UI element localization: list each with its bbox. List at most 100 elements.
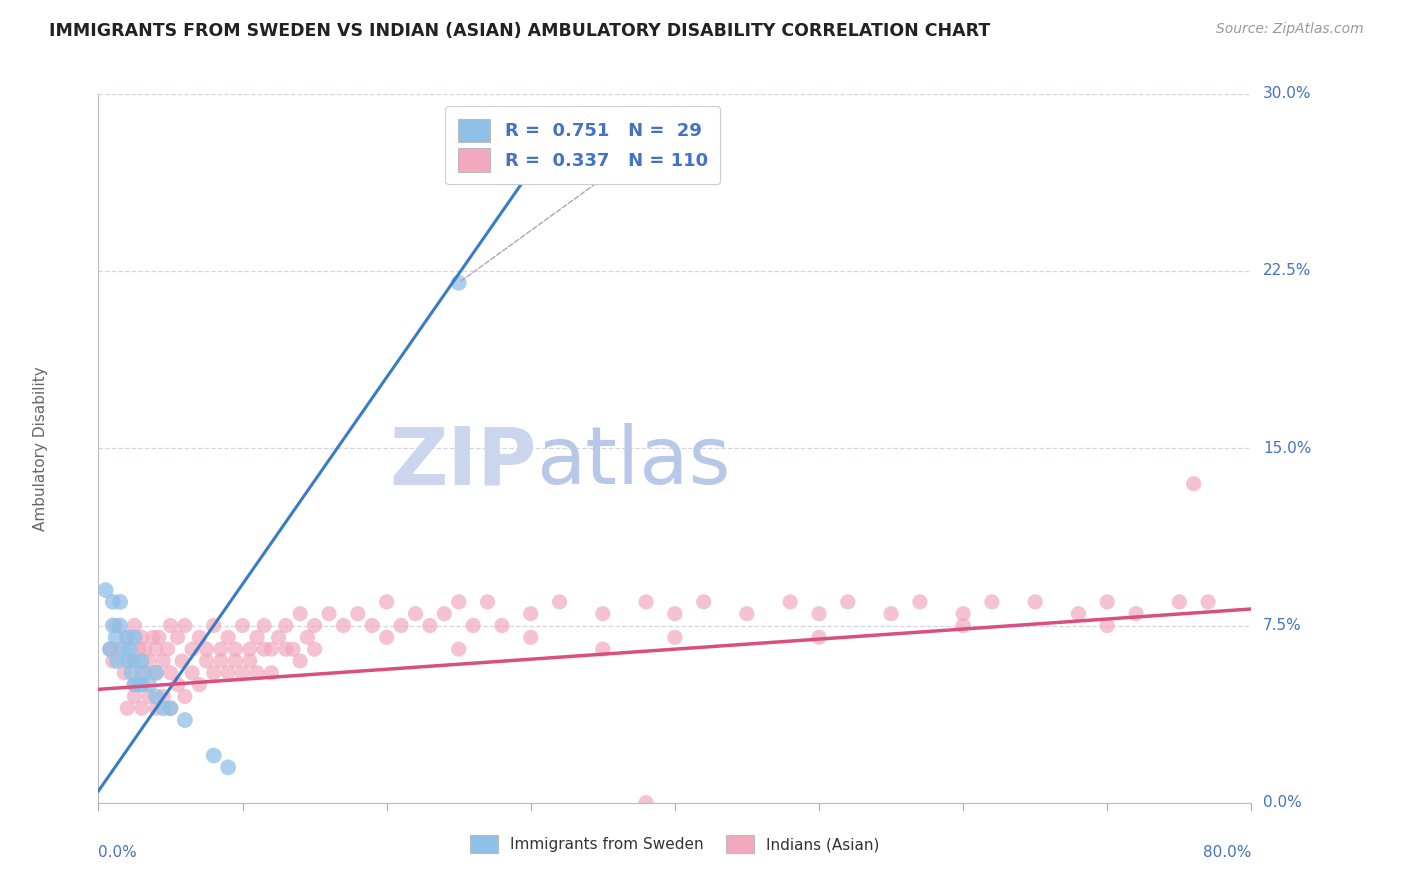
Point (1097, 595, 1119, 609)
Point (267, 630, 290, 644)
Point (152, 690, 174, 704)
Point (131, 678, 153, 692)
Point (195, 654, 218, 668)
Point (202, 618, 225, 632)
Point (290, 607, 312, 621)
Point (121, 665, 143, 680)
Text: IMMIGRANTS FROM SWEDEN VS INDIAN (ASIAN) AMBULATORY DISABILITY CORRELATION CHART: IMMIGRANTS FROM SWEDEN VS INDIAN (ASIAN)… (49, 22, 990, 40)
Point (202, 748, 225, 763)
Point (281, 642, 304, 657)
Text: 15.0%: 15.0% (1263, 441, 1312, 456)
Point (105, 654, 128, 668)
Point (231, 618, 254, 632)
Point (361, 618, 384, 632)
Point (419, 618, 441, 632)
Point (134, 642, 156, 657)
Point (253, 618, 276, 632)
Point (477, 595, 499, 609)
Point (636, 595, 658, 609)
Text: 80.0%: 80.0% (1204, 846, 1251, 861)
Point (209, 654, 232, 668)
Point (152, 701, 174, 715)
Point (260, 642, 283, 657)
Point (217, 665, 239, 680)
Text: 7.5%: 7.5% (1263, 618, 1302, 633)
Point (461, 618, 484, 632)
Point (908, 595, 931, 609)
Point (145, 701, 167, 715)
Point (1182, 476, 1205, 491)
Point (145, 665, 167, 680)
Point (159, 618, 181, 632)
Point (124, 690, 146, 704)
Point (170, 654, 193, 668)
Point (375, 595, 398, 609)
Point (592, 642, 614, 657)
Point (112, 665, 135, 680)
Point (101, 618, 124, 632)
Point (134, 665, 156, 680)
Point (101, 654, 124, 668)
Point (145, 665, 167, 680)
Point (260, 665, 283, 680)
Text: 30.0%: 30.0% (1263, 87, 1312, 101)
Point (138, 690, 160, 704)
Point (318, 607, 340, 621)
Point (1197, 595, 1219, 609)
Point (880, 607, 903, 621)
Point (117, 630, 139, 644)
Point (117, 701, 139, 715)
Text: 22.5%: 22.5% (1263, 263, 1312, 278)
Point (952, 607, 974, 621)
Point (1097, 618, 1119, 632)
Point (231, 665, 254, 680)
Point (188, 678, 211, 692)
Point (159, 701, 181, 715)
Point (239, 654, 262, 668)
Point (124, 654, 146, 668)
Point (209, 642, 232, 657)
Point (128, 642, 150, 657)
Point (131, 701, 153, 715)
Point (246, 630, 269, 644)
Point (735, 607, 758, 621)
Point (124, 678, 146, 692)
Point (664, 607, 686, 621)
Point (253, 642, 276, 657)
Point (217, 760, 239, 774)
Point (138, 654, 160, 668)
Point (131, 665, 153, 680)
Point (101, 595, 124, 609)
Point (224, 642, 246, 657)
Point (375, 630, 398, 644)
Point (166, 630, 188, 644)
Point (246, 665, 269, 680)
Point (159, 665, 181, 680)
Point (128, 678, 150, 692)
Point (124, 678, 146, 692)
Point (131, 630, 153, 644)
Point (188, 630, 211, 644)
Point (297, 630, 319, 644)
Point (433, 607, 456, 621)
Point (117, 654, 139, 668)
Point (152, 654, 174, 668)
Point (124, 618, 146, 632)
Point (304, 618, 326, 632)
Point (405, 607, 427, 621)
Point (239, 642, 262, 657)
Point (491, 618, 513, 632)
Point (120, 654, 142, 668)
Point (94, 583, 117, 598)
Text: Ambulatory Disability: Ambulatory Disability (34, 366, 48, 531)
Point (808, 630, 831, 644)
Point (217, 630, 239, 644)
Point (1125, 607, 1147, 621)
Point (1067, 607, 1090, 621)
Point (181, 665, 204, 680)
Point (145, 690, 167, 704)
Legend: Immigrants from Sweden, Indians (Asian): Immigrants from Sweden, Indians (Asian) (464, 830, 886, 859)
Point (142, 630, 165, 644)
Point (808, 607, 831, 621)
Point (332, 618, 354, 632)
